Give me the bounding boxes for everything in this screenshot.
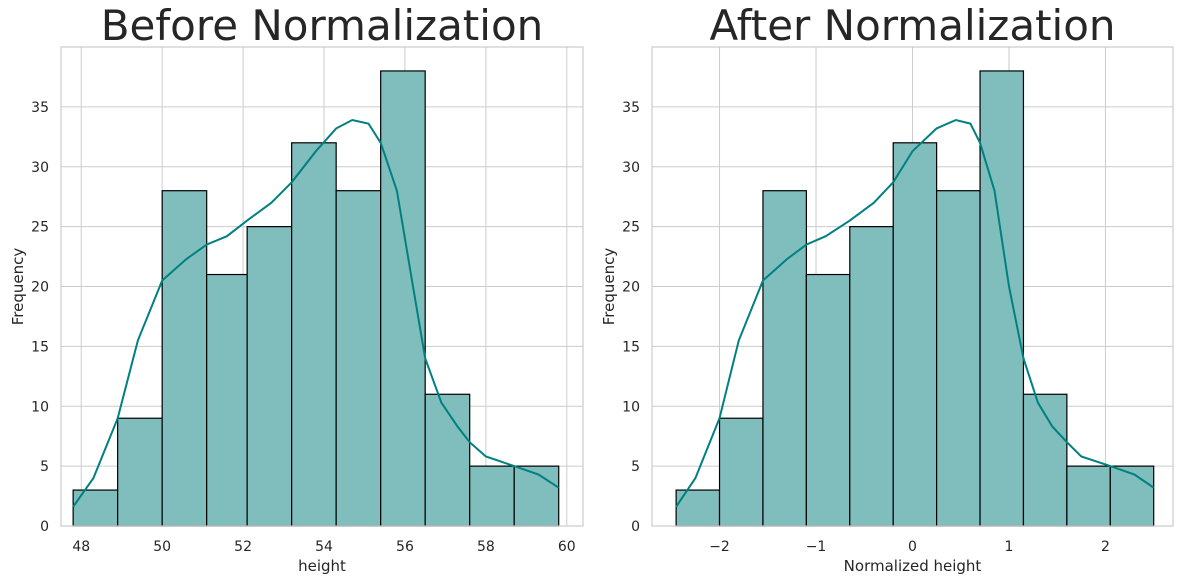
y-tick-label: 30 — [31, 160, 49, 176]
y-axis-label: Frequency — [9, 248, 27, 326]
y-tick-label: 35 — [31, 100, 49, 116]
histogram-bar — [513, 465, 560, 527]
histogram-bar — [979, 70, 1025, 527]
histogram-bar — [117, 417, 163, 527]
histogram-bar — [380, 70, 426, 527]
y-tick-label: 25 — [622, 220, 640, 236]
y-tick-label: 15 — [622, 339, 640, 355]
x-tick-label: 50 — [153, 539, 171, 555]
y-tick-label: 0 — [40, 519, 49, 535]
y-tick-label: 5 — [631, 459, 640, 475]
x-tick-label: 60 — [558, 539, 576, 555]
x-tick-label: −2 — [709, 539, 730, 555]
y-tick-label: 10 — [622, 399, 640, 415]
plot-frame — [60, 46, 584, 527]
histogram-bar — [246, 226, 293, 527]
x-tick-label: 48 — [72, 539, 90, 555]
y-tick-label: 10 — [31, 399, 49, 415]
x-tick-label: 58 — [477, 539, 495, 555]
x-tick-label: 56 — [396, 539, 414, 555]
x-tick-label: 52 — [234, 539, 252, 555]
x-tick-label: 0 — [908, 539, 917, 555]
histogram-bar — [718, 417, 764, 527]
histogram-bar — [849, 226, 894, 527]
histogram-bar — [892, 142, 938, 527]
histogram-bar — [1109, 465, 1155, 527]
histogram-bar — [1066, 465, 1111, 527]
chart-panel-1: 48 50 52 54 56 58 60 0 5 10 15 20 25 30 35 Before Norma… — [9, 1, 584, 575]
histogram-bar — [335, 190, 382, 527]
y-tick-label: 0 — [631, 519, 640, 535]
y-tick-label: 15 — [31, 339, 49, 355]
y-tick-label: 5 — [40, 459, 49, 475]
histogram-bar — [72, 489, 119, 527]
chart-title: After Normalization — [709, 1, 1115, 50]
y-tick-label: 35 — [622, 100, 640, 116]
y-tick-label: 20 — [622, 280, 640, 296]
y-tick-label: 30 — [622, 160, 640, 176]
y-axis-label: Frequency — [600, 248, 618, 326]
x-tick-label: −1 — [806, 539, 827, 555]
histogram-bar — [161, 190, 208, 527]
kde-line — [72, 118, 560, 508]
y-tick-label: 25 — [31, 220, 49, 236]
chart-title: Before Normalization — [101, 1, 544, 50]
x-tick-label: 54 — [315, 539, 333, 555]
histogram-bar — [424, 393, 471, 527]
plot-frame — [651, 46, 1174, 527]
y-tick-label: 20 — [31, 280, 49, 296]
x-tick-label: 2 — [1101, 539, 1110, 555]
histogram-bar — [936, 190, 981, 527]
histogram-bar — [469, 465, 515, 527]
histogram-bar — [291, 142, 337, 527]
histogram-bar — [762, 190, 807, 527]
kde-line — [675, 118, 1155, 508]
histogram-bar — [206, 273, 248, 527]
x-tick-label: 1 — [1005, 539, 1014, 555]
histogram-bar — [805, 273, 851, 527]
x-axis-label: Normalized height — [844, 557, 982, 575]
x-axis-label: height — [298, 557, 346, 575]
